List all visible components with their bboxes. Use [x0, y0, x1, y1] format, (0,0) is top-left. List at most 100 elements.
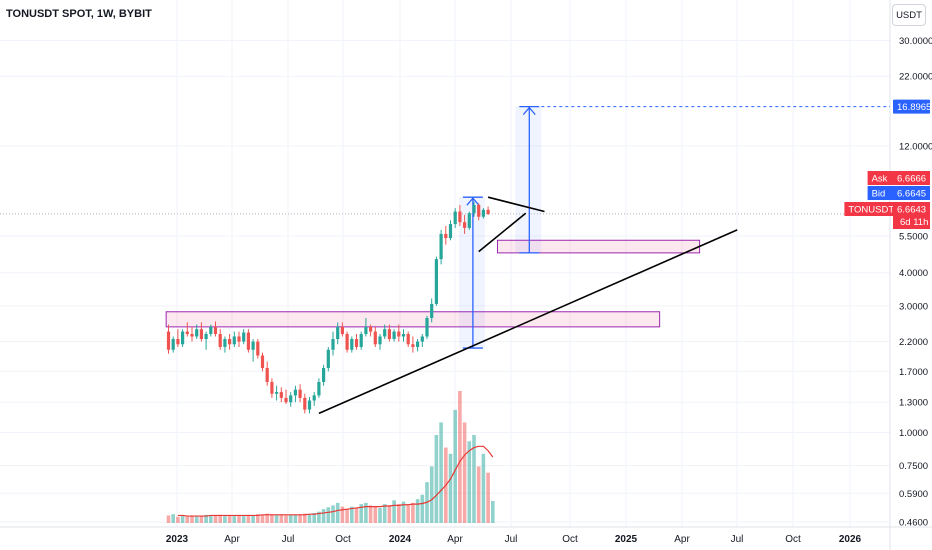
candle-body	[279, 392, 283, 398]
volume-bar	[462, 422, 467, 523]
x-tick-label: Oct	[562, 534, 578, 545]
volume-bar	[256, 514, 260, 523]
candle-body	[397, 331, 401, 337]
candle-body	[195, 329, 199, 337]
target-price-tag	[893, 99, 930, 114]
volume-bar	[288, 514, 293, 523]
x-tick-label: Apr	[447, 534, 463, 545]
candle-body	[477, 204, 481, 217]
candle-body	[303, 397, 307, 410]
volume-bar	[453, 409, 457, 523]
candle-body	[463, 222, 467, 228]
candle-body	[354, 339, 359, 347]
candle-body	[289, 395, 293, 403]
y-tick-label: 0.4600	[899, 518, 928, 529]
volume-bar	[467, 441, 472, 523]
candle-body	[322, 367, 326, 382]
candle-body	[317, 381, 321, 396]
volume-bar	[397, 504, 401, 523]
candle-body	[434, 259, 438, 304]
candle-body	[453, 211, 457, 225]
volume-bar	[476, 466, 481, 523]
candle-body	[331, 339, 335, 350]
volume-bar	[298, 514, 302, 523]
volume-bar	[232, 516, 237, 523]
candle-body	[209, 326, 213, 335]
candle-body	[275, 392, 279, 394]
y-tick-label: 5.5000	[899, 231, 928, 242]
candle-body	[185, 331, 189, 335]
candle-body	[392, 331, 396, 340]
candle-body	[359, 334, 363, 347]
volume-bar	[204, 514, 208, 523]
volume-bar	[387, 505, 392, 523]
volume-bar	[194, 516, 199, 523]
price-tag-label: TONUSDT	[848, 205, 894, 216]
candle-body	[232, 336, 236, 345]
volume-bar	[237, 515, 241, 523]
x-tick-label: 2023	[166, 534, 189, 545]
volume-bar	[227, 515, 232, 523]
volume-bar	[415, 499, 420, 523]
price-tag-value-bg	[893, 186, 930, 200]
candle-body	[246, 332, 250, 350]
candle-body	[444, 233, 448, 239]
volume-moving-average	[177, 445, 494, 517]
candle-body	[430, 303, 434, 318]
volume-bar	[270, 514, 274, 523]
volume-bar	[317, 511, 321, 523]
candle-body	[270, 381, 274, 394]
candle-body	[181, 331, 185, 345]
volume-bar	[359, 504, 363, 523]
volume-bar	[209, 516, 213, 523]
x-tick-label: Jul	[282, 534, 295, 545]
measure-projection-arrowhead	[522, 106, 536, 116]
volume-bar	[241, 516, 246, 523]
currency-unit-button[interactable]: USDT	[892, 4, 926, 26]
candle-body	[472, 204, 476, 214]
candle-body	[401, 334, 406, 337]
volume-bar	[368, 505, 373, 523]
volume-bar	[218, 514, 222, 523]
volume-bar	[448, 453, 453, 523]
triangle-upper-line	[487, 196, 545, 213]
candle-body	[204, 334, 208, 340]
volume-bar	[199, 515, 204, 523]
volume-bar	[486, 472, 490, 523]
candle-body	[326, 349, 330, 368]
candle-body	[383, 329, 387, 337]
candle-body	[467, 213, 471, 228]
candle-body	[387, 329, 391, 340]
y-tick-label: 22.0000	[899, 72, 932, 83]
x-tick-label: Apr	[224, 534, 240, 545]
volume-bar	[392, 500, 396, 523]
volume-bar	[331, 505, 335, 523]
x-tick-label: Oct	[335, 534, 351, 545]
y-tick-label: 1.7000	[899, 367, 928, 378]
volume-bar	[326, 507, 331, 523]
price-tag-value: 6.6645	[897, 189, 926, 200]
price-tag-value: 6.6666	[897, 174, 926, 185]
triangle-lower-line	[478, 212, 527, 253]
measure-flagpole-arrowhead	[466, 197, 480, 206]
volume-bar	[411, 502, 415, 523]
target-price-tag-text: 16.8965	[897, 102, 931, 113]
volume-bar	[429, 466, 434, 523]
candle-body	[298, 389, 302, 398]
candle-body	[251, 341, 255, 350]
price-tag-value: 6.6643	[897, 205, 926, 216]
candle-body	[213, 326, 218, 335]
measure-flagpole-area	[458, 197, 485, 349]
x-tick-label: 2025	[615, 534, 638, 545]
candle-body	[312, 395, 316, 401]
volume-bar	[213, 515, 218, 523]
volume-bar	[260, 514, 265, 523]
volume-bar	[364, 502, 368, 523]
volume-bar	[251, 515, 255, 523]
y-tick-label: 1.0000	[899, 428, 928, 439]
price-tag-countdown: 6d 11h	[900, 217, 928, 228]
candle-body	[166, 331, 171, 350]
volume-bar	[406, 505, 410, 523]
